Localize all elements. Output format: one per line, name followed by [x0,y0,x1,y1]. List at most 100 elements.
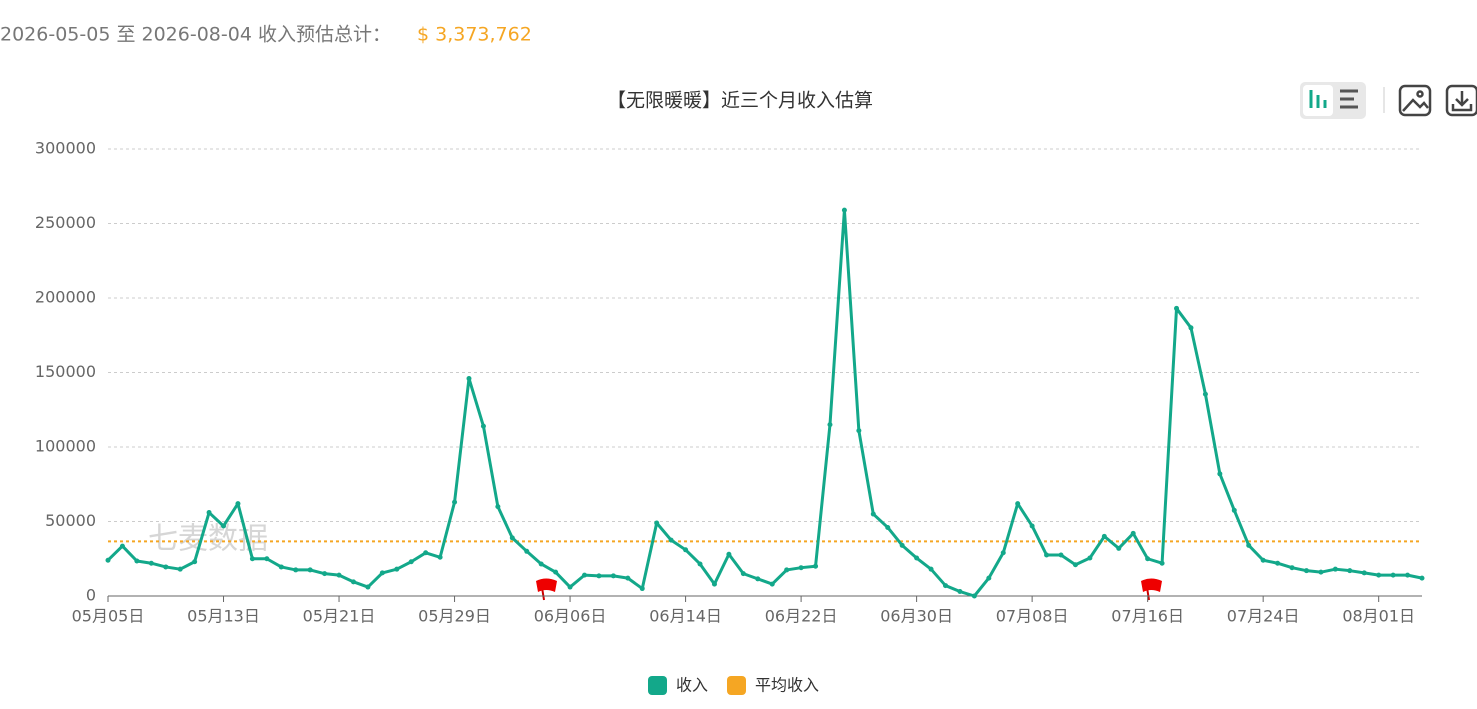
data-point [235,501,241,507]
revenue-line [106,208,1423,598]
x-tick-label: 05月29日 [418,607,491,626]
data-point [495,504,501,510]
data-point [841,207,847,213]
legend-swatch [727,676,746,695]
data-point [365,584,371,590]
data-point [639,586,645,592]
x-tick-label: 08月01日 [1342,607,1415,626]
data-point [1101,533,1107,539]
data-point [322,571,328,577]
toolbar [1300,82,1477,119]
data-point [350,579,356,585]
x-tick-label: 06月22日 [765,607,838,626]
data-point [163,564,169,570]
data-point [105,557,111,563]
data-point [293,567,299,573]
data-point [206,510,212,516]
data-point [1044,552,1050,558]
data-point [769,581,775,587]
data-point [553,569,559,575]
data-point [899,542,905,548]
event-flag [536,578,557,601]
data-point [466,375,472,381]
image-button[interactable] [1398,84,1432,117]
list-icon[interactable] [1340,89,1358,109]
data-point [1174,305,1180,311]
data-point [379,570,385,576]
data-point [654,520,660,526]
legend-label[interactable]: 平均收入 [755,676,819,695]
data-point [971,593,977,599]
data-point [437,554,443,560]
event-flag [1141,578,1162,601]
x-tick-label: 07月24日 [1227,607,1300,626]
data-point [683,547,689,553]
data-point [1419,575,1425,581]
data-point [423,550,429,556]
legend: 收入 平均收入 [648,676,819,695]
data-point [394,566,400,572]
legend-swatch [648,676,667,695]
date-range: 2026-05-05 至 2026-08-04 收入预估总计： [0,24,391,46]
data-point [668,537,674,543]
data-point [1405,572,1411,578]
data-point [480,423,486,429]
legend-label[interactable]: 收入 [676,676,708,695]
data-point [596,573,602,579]
data-point [856,428,862,434]
data-point [986,575,992,581]
y-tick-label: 300000 [35,139,96,158]
data-point [914,555,920,561]
data-point [726,551,732,557]
y-tick-label: 0 [86,586,96,605]
data-point [278,564,284,570]
data-point [221,523,227,529]
data-point [1202,391,1208,397]
data-point [1361,570,1367,576]
data-point [134,558,140,564]
data-point [582,572,588,578]
data-point [610,573,616,579]
y-tick-label: 200000 [35,288,96,307]
data-point [1000,550,1006,556]
download-button[interactable] [1445,84,1477,117]
data-point [452,499,458,505]
data-point [928,566,934,572]
data-point [1260,557,1266,563]
data-point [885,524,891,530]
data-point [307,567,313,573]
data-point [1029,523,1035,529]
data-point [1217,471,1223,477]
data-point [1231,507,1237,513]
data-point [827,422,833,428]
x-tick-label: 05月05日 [72,607,145,626]
data-point [1347,568,1353,574]
x-tick-label: 05月13日 [187,607,260,626]
data-point [1188,325,1194,331]
data-point [538,561,544,567]
data-point [148,560,154,566]
data-point [1087,555,1093,561]
data-point [813,563,819,569]
data-point [1116,545,1122,551]
x-tick-label: 07月16日 [1111,607,1184,626]
data-point [625,575,631,581]
data-point [870,511,876,517]
data-point [1130,530,1136,536]
data-point [1275,560,1281,566]
data-point [1072,562,1078,568]
data-point [755,576,761,582]
data-point [942,583,948,589]
x-tick-label: 05月21日 [303,607,376,626]
x-tick-label: 06月06日 [534,607,607,626]
data-point [1303,568,1309,574]
y-tick-label: 100000 [35,437,96,456]
data-point [264,556,270,562]
data-point [957,589,963,595]
data-point [1376,572,1382,578]
y-tick-label: 150000 [35,362,96,381]
y-tick-label: 250000 [35,213,96,232]
data-point [249,556,255,562]
data-point [740,571,746,577]
data-point [1145,556,1151,562]
